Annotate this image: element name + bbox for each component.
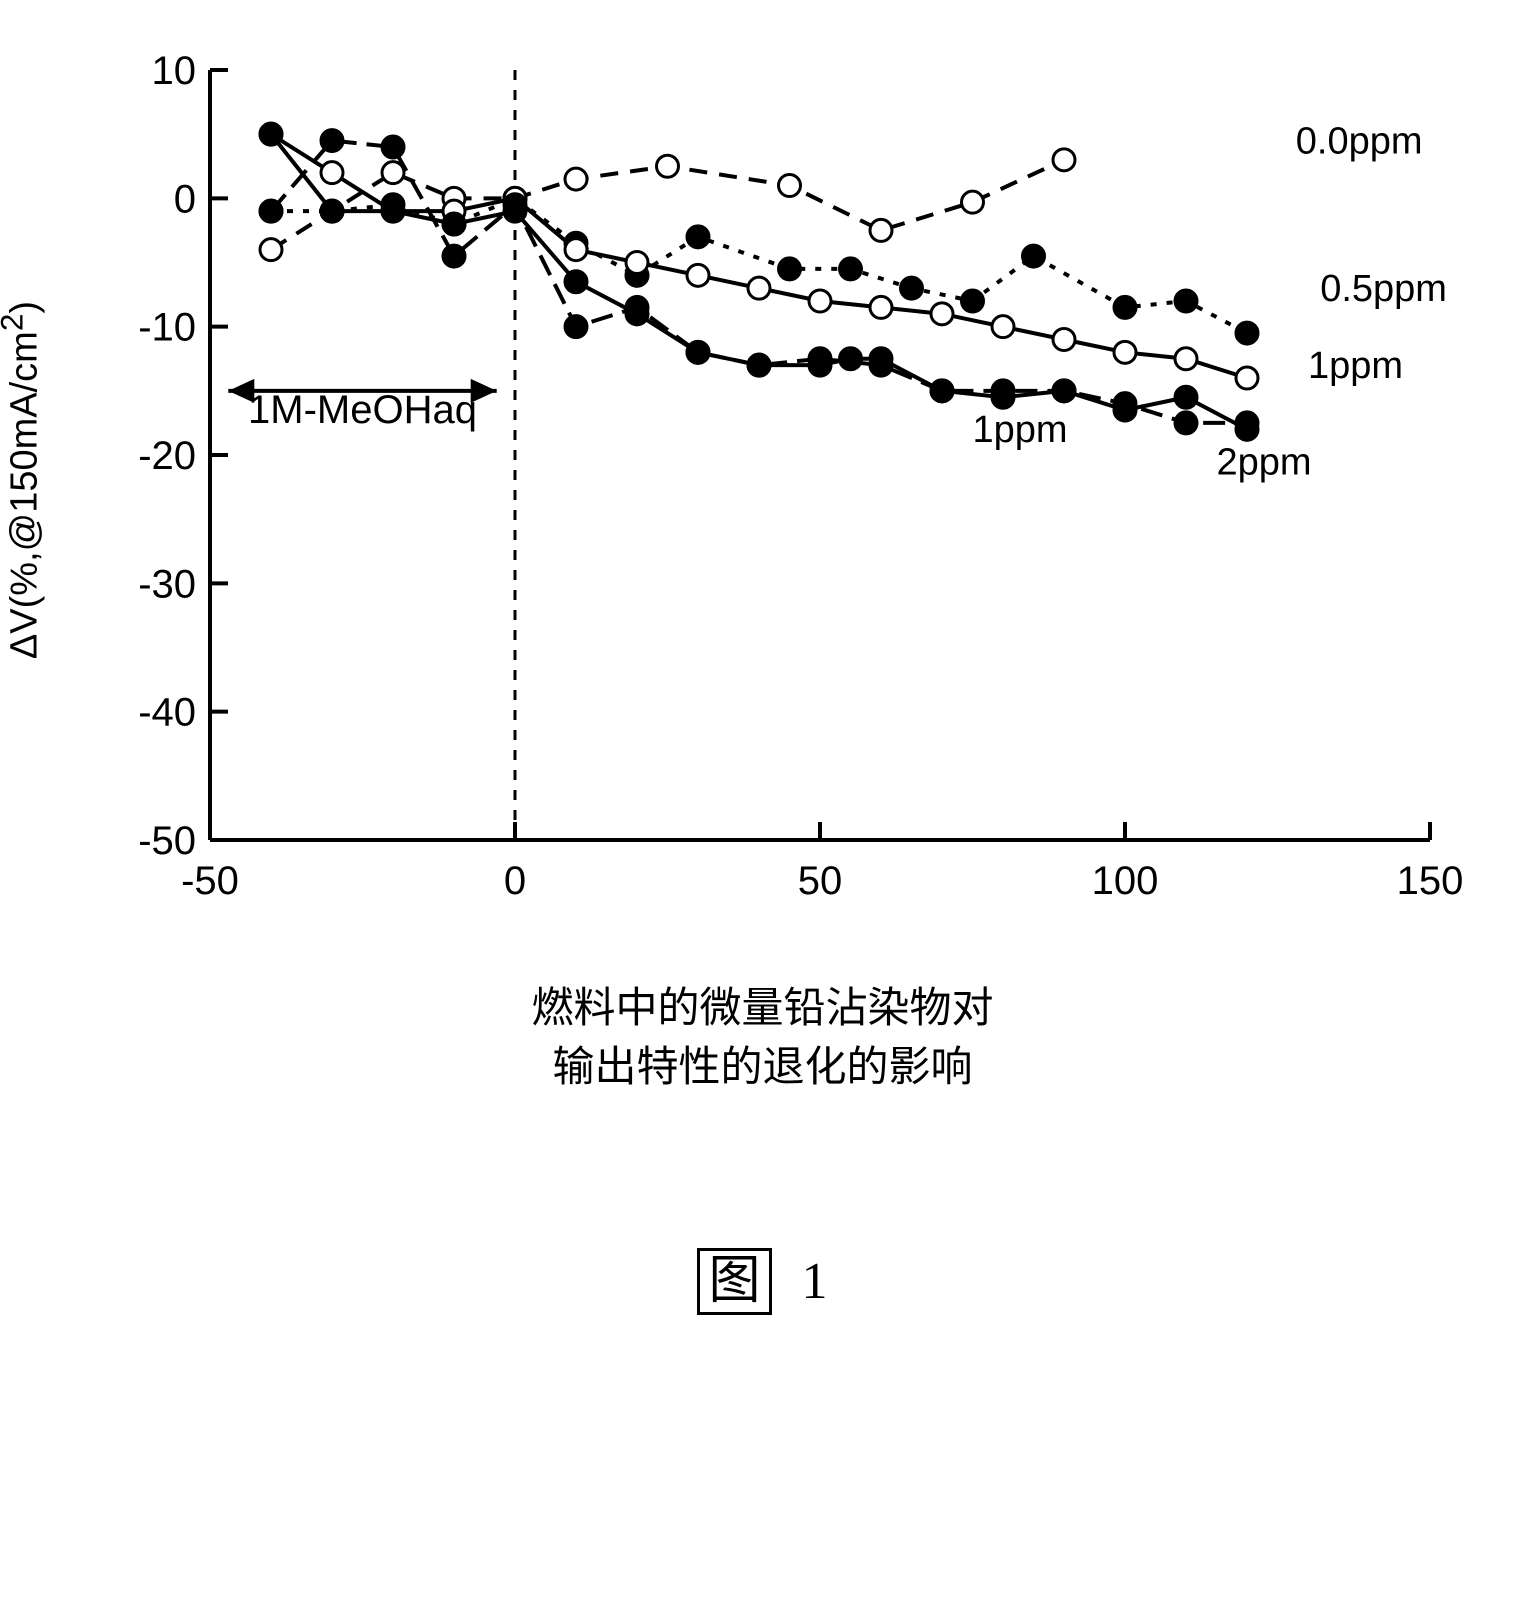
series-line-1ppm-open	[271, 134, 1247, 378]
series-point-1ppm-open	[687, 264, 709, 286]
series-point-0.0ppm	[565, 168, 587, 190]
svg-text:10: 10	[152, 49, 197, 93]
series-point-1ppm-open	[1175, 348, 1197, 370]
svg-text:-40: -40	[138, 691, 196, 735]
series-point-0.5ppm	[962, 290, 984, 312]
series-point-0.5ppm	[687, 226, 709, 248]
series-point-2ppm	[1053, 380, 1075, 402]
series-point-0.5ppm	[1114, 296, 1136, 318]
svg-text:-50: -50	[138, 819, 196, 863]
series-point-2ppm	[1114, 399, 1136, 421]
series-point-1ppm-closed	[1175, 412, 1197, 434]
caption-line-1: 燃料中的微量铅沾染物对	[531, 986, 993, 1032]
series-label-1ppm-closed: 1ppm	[973, 409, 1068, 451]
figure-number: 图1	[40, 1238, 1485, 1313]
series-point-2ppm	[443, 213, 465, 235]
series-point-1ppm-closed	[321, 130, 343, 152]
series-label-2ppm: 2ppm	[1217, 441, 1312, 483]
svg-text:-50: -50	[181, 859, 239, 903]
series-point-0.0ppm	[779, 175, 801, 197]
series-point-2ppm	[260, 123, 282, 145]
annotation-text: 1M-MeOHaq	[248, 388, 477, 432]
series-point-0.0ppm	[382, 162, 404, 184]
figure-word: 图	[697, 1248, 771, 1315]
series-point-0.0ppm	[260, 239, 282, 261]
series-point-0.0ppm	[962, 191, 984, 213]
series-point-0.5ppm	[1023, 245, 1045, 267]
series-point-2ppm	[931, 380, 953, 402]
series-point-2ppm	[870, 348, 892, 370]
series-point-2ppm	[840, 348, 862, 370]
series-point-1ppm-open	[1053, 329, 1075, 351]
svg-text:150: 150	[1397, 859, 1464, 903]
svg-text:-30: -30	[138, 562, 196, 606]
chart-caption: 燃料中的微量铅沾染物对 输出特性的退化的影响	[40, 980, 1485, 1098]
series-point-0.5ppm	[1236, 322, 1258, 344]
series-point-2ppm	[1175, 386, 1197, 408]
series-point-1ppm-open	[931, 303, 953, 325]
series-point-0.5ppm	[901, 277, 923, 299]
series-point-1ppm-open	[1114, 341, 1136, 363]
chart-wrap: ΔV(%,@150mA/cm2) -50050100150-50-40-30-2…	[40, 40, 1485, 920]
series-point-1ppm-open	[809, 290, 831, 312]
series-point-2ppm	[687, 341, 709, 363]
series-point-2ppm	[809, 354, 831, 376]
series-point-1ppm-closed	[443, 245, 465, 267]
series-point-0.0ppm	[657, 155, 679, 177]
series-point-1ppm-open	[626, 252, 648, 274]
series-point-0.0ppm	[870, 219, 892, 241]
series-line-0.5ppm	[271, 198, 1247, 333]
svg-text:0: 0	[504, 859, 526, 903]
series-point-1ppm-closed	[382, 136, 404, 158]
series-point-1ppm-open	[321, 162, 343, 184]
series-point-2ppm	[565, 271, 587, 293]
series-point-2ppm	[1236, 418, 1258, 440]
svg-text:0: 0	[174, 177, 196, 221]
series-point-2ppm	[748, 354, 770, 376]
series-point-1ppm-open	[1236, 367, 1258, 389]
series-point-0.5ppm	[1175, 290, 1197, 312]
series-point-0.5ppm	[840, 258, 862, 280]
series-point-2ppm	[504, 200, 526, 222]
series-point-0.0ppm	[1053, 149, 1075, 171]
series-point-1ppm-open	[870, 296, 892, 318]
svg-text:100: 100	[1092, 859, 1159, 903]
svg-text:-20: -20	[138, 434, 196, 478]
series-label-0.5ppm: 0.5ppm	[1320, 268, 1447, 310]
series-point-1ppm-open	[565, 239, 587, 261]
series-label-0.0ppm: 0.0ppm	[1296, 120, 1423, 162]
series-point-1ppm-open	[748, 277, 770, 299]
svg-text:-10: -10	[138, 306, 196, 350]
series-label-1ppm-open: 1ppm	[1308, 345, 1403, 387]
figure-container: ΔV(%,@150mA/cm2) -50050100150-50-40-30-2…	[40, 40, 1485, 1313]
series-point-1ppm-open	[992, 316, 1014, 338]
caption-line-2: 输出特性的退化的影响	[552, 1045, 972, 1091]
svg-text:50: 50	[798, 859, 843, 903]
series-point-2ppm	[382, 200, 404, 222]
series-point-2ppm	[626, 303, 648, 325]
series-point-2ppm	[992, 386, 1014, 408]
series-point-1ppm-closed	[260, 200, 282, 222]
y-axis-label: ΔV(%,@150mA/cm2)	[0, 301, 46, 659]
figure-number-value: 1	[802, 1253, 828, 1310]
series-point-0.5ppm	[779, 258, 801, 280]
line-chart: -50 0 50 100 150 -50 -40 -30 -20 -10 0 10 0.0ppm 0.5p…	[40, 40, 1485, 920]
series-point-2ppm	[321, 200, 343, 222]
series-point-1ppm-closed	[565, 316, 587, 338]
